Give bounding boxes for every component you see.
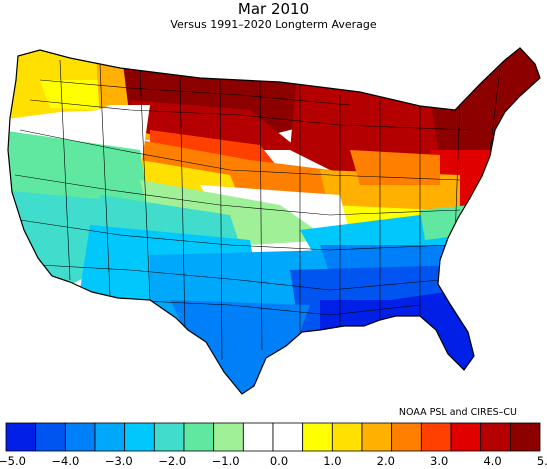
legend-tick-label: −1.0	[211, 454, 240, 468]
legend-swatch	[480, 422, 511, 452]
map-subtitle: Versus 1991–2020 Longterm Average	[170, 18, 377, 31]
zone-gulf-deep	[320, 300, 430, 335]
zone-texas-south	[170, 300, 310, 394]
legend-swatch	[94, 422, 126, 452]
legend-swatch	[242, 422, 274, 452]
legend-tick-label: 3.0	[430, 454, 449, 468]
legend-swatch	[35, 422, 66, 452]
legend-swatch	[124, 422, 155, 452]
legend-swatch	[5, 422, 37, 452]
legend-tick-label: −3.0	[104, 454, 133, 468]
legend-tick-label: −4.0	[51, 454, 80, 468]
climate-division-borders	[14, 59, 501, 361]
legend-swatch	[361, 422, 393, 452]
legend-swatch	[420, 422, 452, 452]
zone-ohio-valley-orange	[350, 150, 440, 185]
legend-tick-label: 2.0	[376, 454, 395, 468]
legend-swatch	[183, 422, 215, 452]
legend-tick-label: 1.0	[323, 454, 342, 468]
legend-swatch	[391, 422, 422, 452]
us-climate-division-map	[7, 47, 541, 395]
legend-swatch	[64, 422, 96, 452]
color-legend	[5, 422, 541, 452]
legend-swatch	[302, 422, 333, 452]
map-title: Mar 2010	[237, 0, 310, 18]
legend-swatch	[450, 422, 482, 452]
legend-tick-label: −5.0	[0, 454, 26, 468]
us-outline	[7, 47, 541, 395]
legend-swatch	[213, 422, 244, 452]
legend-swatch	[153, 422, 185, 452]
legend-swatch	[272, 422, 304, 452]
legend-swatch	[509, 422, 541, 452]
legend-tick-label: 0.0	[269, 454, 289, 468]
legend-tick-label: 4.0	[483, 454, 502, 468]
legend-tick-label: −2.0	[158, 454, 187, 468]
legend-tick-label: 5.0	[536, 454, 547, 468]
data-credit: NOAA PSL and CIRES–CU	[398, 407, 517, 418]
legend-swatch	[331, 422, 363, 452]
